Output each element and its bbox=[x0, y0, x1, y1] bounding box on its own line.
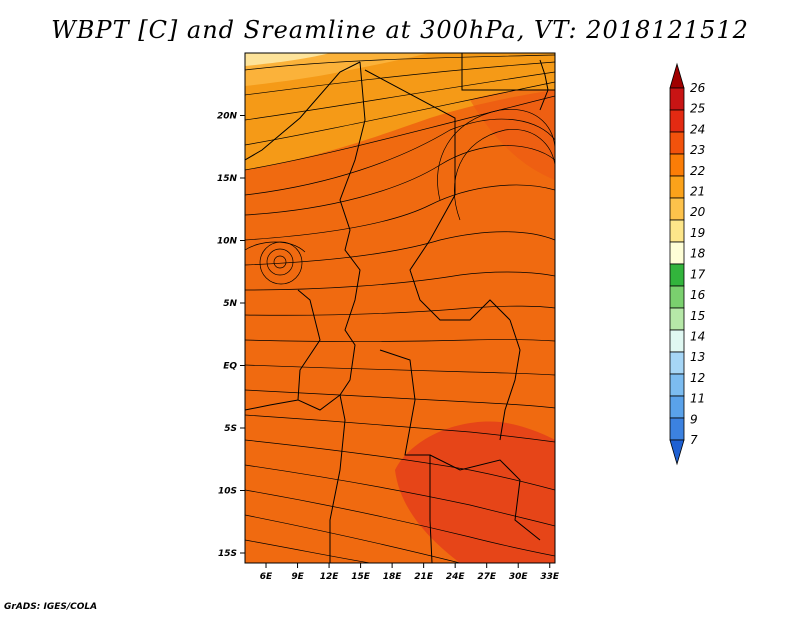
map-axes: 6E 9E 12E 15E 18E 21E 24E 27E 30E 33E 20N 15N 10N 5N E… bbox=[217, 112, 560, 583]
lon-label-6E: 6E bbox=[260, 572, 273, 582]
colorbar-segment bbox=[669, 109, 685, 133]
colorbar-label-17: 17 bbox=[690, 267, 706, 281]
field-patch-23c-southeast bbox=[395, 421, 555, 563]
lon-label-12E: 12E bbox=[320, 572, 340, 582]
colorbar-label-12: 12 bbox=[690, 371, 705, 385]
colorbar-label-26: 26 bbox=[690, 81, 706, 95]
colorbar-label-9: 9 bbox=[690, 412, 698, 426]
colorbar-segment bbox=[669, 395, 685, 419]
map-title: WBPT [C] and Sreamline at 300hPa, VT: 20… bbox=[51, 16, 749, 44]
lon-label-33E: 33E bbox=[540, 572, 560, 582]
colorbar-segment bbox=[669, 197, 685, 221]
colorbar-segment bbox=[669, 219, 685, 243]
colorbar-top-arrow bbox=[669, 62, 685, 89]
map-frame bbox=[244, 52, 556, 564]
colorbar-label-23: 23 bbox=[690, 143, 705, 157]
lat-label-5S: 5S bbox=[224, 424, 237, 434]
borders bbox=[245, 53, 555, 563]
colorbar-label-7: 7 bbox=[690, 433, 698, 447]
field-band-19c bbox=[245, 53, 330, 66]
colorbar-segment bbox=[669, 417, 685, 441]
colorbar-label-24: 24 bbox=[690, 122, 705, 136]
lat-label-10N: 10N bbox=[217, 237, 238, 247]
lat-label-EQ: EQ bbox=[223, 362, 237, 372]
streamlines bbox=[245, 54, 555, 563]
colorbar-label-20: 20 bbox=[690, 205, 706, 219]
colorbar-segment bbox=[669, 87, 685, 111]
map-panel bbox=[245, 53, 555, 563]
colorbar-segment bbox=[669, 131, 685, 155]
colorbar-segment bbox=[669, 351, 685, 375]
field-band-21c bbox=[245, 53, 555, 170]
colorbar-label-18: 18 bbox=[690, 247, 706, 261]
colorbar-label-21: 21 bbox=[690, 185, 705, 199]
colorbar-label-11: 11 bbox=[690, 392, 705, 406]
colorbar-segment bbox=[669, 175, 685, 199]
lat-label-20N: 20N bbox=[217, 112, 238, 122]
lat-label-10S: 10S bbox=[218, 487, 237, 497]
lat-label-15N: 15N bbox=[217, 174, 238, 184]
colorbar-segment bbox=[669, 285, 685, 309]
lon-label-24E: 24E bbox=[446, 572, 466, 582]
lat-label-15S: 15S bbox=[218, 549, 237, 559]
colorbar-segment bbox=[669, 307, 685, 331]
colorbar: 26 25 24 23 22 21 20 19 18 17 16 15 14 13 12 11 9 7 bbox=[669, 62, 706, 466]
lat-label-5N: 5N bbox=[223, 299, 237, 309]
lon-label-15E: 15E bbox=[351, 572, 371, 582]
colorbar-segment bbox=[669, 241, 685, 265]
colorbar-bottom-arrow bbox=[669, 439, 685, 466]
credit-text: GrADS: IGES/COLA bbox=[4, 602, 98, 612]
colorbar-label-13: 13 bbox=[690, 350, 705, 364]
colorbar-segment bbox=[669, 329, 685, 353]
field-band-20c bbox=[245, 53, 430, 86]
colorbar-segment bbox=[669, 153, 685, 177]
lon-label-21E: 21E bbox=[414, 572, 434, 582]
colorbar-label-15: 15 bbox=[690, 309, 705, 323]
lon-label-9E: 9E bbox=[291, 572, 304, 582]
colorbar-label-25: 25 bbox=[690, 102, 705, 116]
colorbar-segment bbox=[669, 263, 685, 287]
lon-label-27E: 27E bbox=[477, 572, 497, 582]
colorbar-label-22: 22 bbox=[690, 164, 705, 178]
colorbar-label-16: 16 bbox=[690, 288, 706, 302]
lon-label-18E: 18E bbox=[383, 572, 403, 582]
lon-label-30E: 30E bbox=[509, 572, 529, 582]
colorbar-label-14: 14 bbox=[690, 329, 705, 343]
colorbar-label-19: 19 bbox=[690, 226, 705, 240]
colorbar-segment bbox=[669, 373, 685, 397]
